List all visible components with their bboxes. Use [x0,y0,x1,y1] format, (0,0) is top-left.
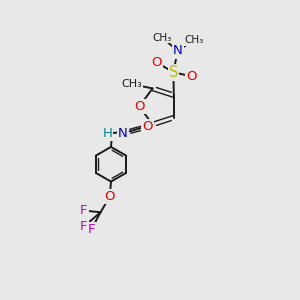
Text: O: O [105,190,115,203]
Text: O: O [134,100,145,113]
Text: S: S [169,65,178,80]
Text: F: F [80,220,88,233]
Text: O: O [186,70,197,83]
Text: F: F [80,204,88,217]
Text: N: N [118,127,128,140]
Text: O: O [152,56,162,69]
Text: F: F [88,223,95,236]
Text: CH₃: CH₃ [122,79,142,89]
Text: N: N [173,44,182,58]
Text: CH₃: CH₃ [153,33,172,43]
Text: CH₃: CH₃ [185,35,204,45]
Text: O: O [142,120,153,133]
Text: H: H [102,127,112,140]
